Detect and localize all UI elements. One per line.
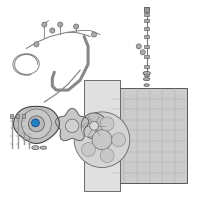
Bar bbox=[22, 114, 25, 118]
Circle shape bbox=[100, 117, 114, 131]
Circle shape bbox=[140, 50, 145, 55]
Circle shape bbox=[82, 123, 95, 137]
Ellipse shape bbox=[32, 146, 39, 150]
Circle shape bbox=[34, 42, 39, 47]
Bar bbox=[112, 88, 187, 183]
Circle shape bbox=[58, 22, 63, 27]
Circle shape bbox=[22, 109, 51, 139]
Circle shape bbox=[74, 112, 130, 168]
Bar bbox=[144, 19, 149, 22]
Bar bbox=[144, 27, 149, 30]
Circle shape bbox=[29, 116, 44, 132]
Circle shape bbox=[50, 28, 55, 33]
Bar bbox=[144, 65, 149, 68]
Circle shape bbox=[112, 133, 126, 147]
Ellipse shape bbox=[144, 84, 149, 86]
Circle shape bbox=[92, 130, 112, 150]
Circle shape bbox=[90, 121, 98, 130]
Bar bbox=[10, 114, 13, 118]
Polygon shape bbox=[56, 109, 89, 141]
Circle shape bbox=[74, 24, 79, 29]
Bar bbox=[144, 35, 149, 38]
Bar bbox=[144, 73, 149, 76]
Bar bbox=[28, 122, 31, 126]
Ellipse shape bbox=[40, 146, 47, 149]
Bar bbox=[84, 80, 120, 191]
Bar bbox=[144, 13, 149, 16]
Circle shape bbox=[65, 119, 79, 133]
Bar bbox=[16, 114, 19, 118]
Ellipse shape bbox=[143, 71, 150, 75]
Bar bbox=[144, 7, 149, 10]
Circle shape bbox=[136, 44, 141, 49]
Circle shape bbox=[42, 22, 47, 27]
Circle shape bbox=[91, 32, 97, 37]
Circle shape bbox=[31, 119, 39, 127]
Circle shape bbox=[81, 113, 107, 139]
Ellipse shape bbox=[143, 78, 150, 81]
Circle shape bbox=[100, 149, 114, 163]
Bar bbox=[144, 55, 149, 58]
Circle shape bbox=[82, 143, 95, 156]
Bar bbox=[144, 45, 149, 48]
Bar bbox=[144, 7, 149, 12]
Polygon shape bbox=[14, 106, 59, 143]
